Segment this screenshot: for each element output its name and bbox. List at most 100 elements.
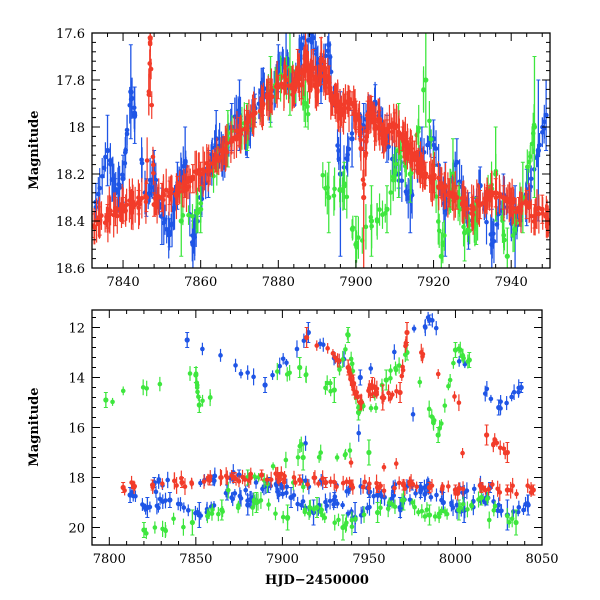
x-tick-label: 7900: [339, 275, 372, 290]
data-point: [373, 405, 379, 411]
data-point: [347, 479, 352, 485]
data-point: [297, 443, 303, 449]
data-point: [504, 513, 510, 519]
data-point: [284, 484, 290, 490]
data-point: [324, 75, 329, 80]
data-point: [427, 118, 432, 124]
data-point: [179, 475, 184, 481]
data-point: [487, 197, 492, 202]
data-point: [463, 201, 469, 207]
data-point: [327, 85, 333, 90]
data-point: [300, 484, 306, 490]
data-point: [542, 119, 547, 125]
data-point: [410, 500, 415, 505]
data-point: [224, 141, 230, 146]
data-point: [196, 170, 202, 175]
data-point: [504, 204, 510, 210]
data-point: [322, 515, 328, 521]
data-point: [301, 338, 307, 344]
data-point: [381, 488, 387, 494]
data-point: [196, 402, 202, 408]
data-point: [396, 363, 402, 368]
data-point: [440, 242, 446, 248]
data-point: [176, 190, 182, 195]
data-point: [336, 517, 341, 523]
x-tick-label: 7860: [184, 275, 217, 290]
data-point: [163, 187, 169, 193]
data-point: [101, 165, 107, 171]
data-point: [148, 36, 153, 42]
data-point: [268, 477, 274, 482]
data-point: [299, 502, 304, 508]
data-point: [232, 491, 238, 496]
data-point: [465, 227, 470, 233]
data-point: [334, 455, 340, 460]
data-point: [303, 372, 309, 377]
data-point: [320, 342, 326, 348]
data-point: [198, 513, 204, 518]
data-point: [236, 479, 242, 484]
data-point: [283, 457, 289, 463]
data-point: [198, 201, 204, 206]
data-point: [157, 381, 163, 387]
data-point: [225, 475, 230, 481]
data-point: [307, 80, 313, 86]
data-point: [122, 488, 127, 493]
data-point: [305, 38, 311, 43]
y-tick-label: 18.6: [56, 262, 85, 277]
data-point: [404, 329, 410, 336]
data-point: [198, 480, 203, 486]
data-point: [144, 531, 149, 536]
data-point: [243, 126, 249, 132]
data-point: [140, 502, 145, 507]
data-point: [529, 141, 535, 147]
data-point: [382, 210, 388, 216]
data-point: [316, 481, 321, 486]
data-point: [251, 374, 256, 380]
data-point: [167, 497, 173, 503]
data-point: [497, 191, 503, 197]
data-point: [286, 83, 291, 88]
data-point: [104, 147, 111, 154]
data-point: [498, 399, 503, 404]
data-point: [284, 360, 289, 366]
data-point: [141, 527, 147, 533]
data-point: [201, 479, 207, 484]
data-point: [274, 472, 280, 478]
data-point: [508, 487, 513, 493]
top-panel-x-axis: 7840 7860 7880 7900 7920 7940: [91, 33, 543, 290]
data-point: [137, 198, 142, 204]
data-point: [399, 373, 405, 379]
y-tick-label: 16: [68, 422, 85, 437]
data-point: [495, 486, 500, 492]
data-point: [320, 476, 325, 481]
data-point: [153, 489, 159, 495]
data-point: [332, 520, 338, 525]
data-point: [146, 89, 152, 94]
data-point: [433, 325, 439, 331]
data-point: [502, 237, 507, 243]
data-point: [436, 228, 442, 234]
data-point: [485, 189, 490, 195]
data-point: [354, 390, 360, 395]
data-point: [280, 356, 286, 362]
top-panel: 7840 7860 7880 7900 7920 7940 17.617.81818.21…: [27, 27, 551, 290]
data-point: [123, 209, 128, 214]
data-point: [371, 114, 377, 119]
data-point: [377, 126, 383, 131]
data-point: [327, 54, 333, 60]
data-point: [492, 437, 498, 442]
data-point: [238, 371, 244, 377]
data-point: [383, 377, 389, 383]
data-point: [402, 486, 408, 492]
data-point: [174, 193, 179, 199]
data-point: [351, 101, 357, 106]
data-point: [351, 380, 357, 386]
data-point: [246, 478, 252, 483]
x-tick-label: 7900: [266, 552, 299, 567]
data-point: [308, 505, 313, 511]
x-tick-label: 7850: [179, 552, 212, 567]
data-point: [287, 370, 292, 376]
data-point: [355, 115, 361, 120]
data-point: [266, 502, 271, 507]
